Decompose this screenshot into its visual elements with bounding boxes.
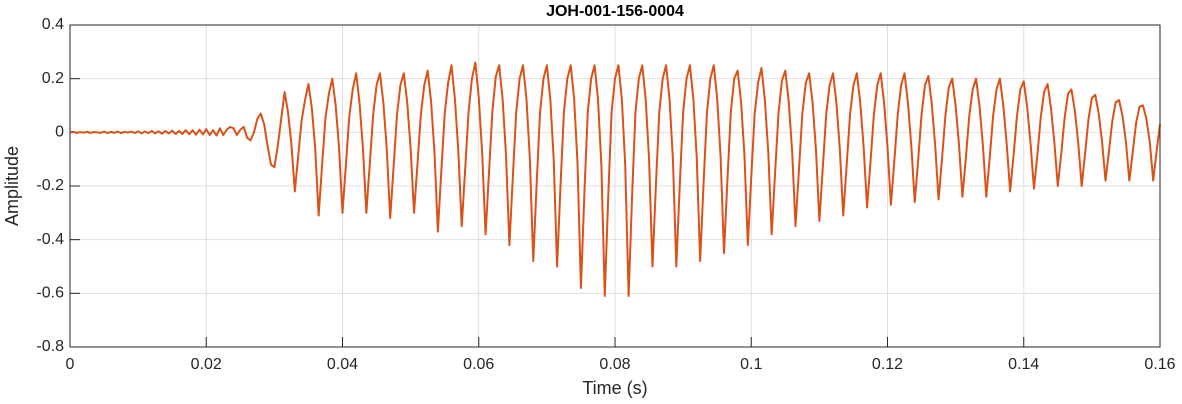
y-tick-label: -0.2 (36, 177, 64, 194)
x-tick-label: 0.1 (740, 356, 762, 373)
x-tick-label: 0.12 (872, 356, 903, 373)
x-tick-label: 0 (66, 356, 75, 373)
x-tick-label: 0.16 (1144, 356, 1175, 373)
y-tick-label: -0.8 (36, 338, 64, 355)
y-tick-label: 0.2 (42, 70, 64, 87)
x-axis-label: Time (s) (582, 378, 647, 398)
x-tick-label: 0.14 (1008, 356, 1039, 373)
y-tick-label: -0.6 (36, 285, 64, 302)
x-tick-label: 0.04 (327, 356, 358, 373)
y-tick-label: -0.4 (36, 231, 64, 248)
x-tick-label: 0.02 (191, 356, 222, 373)
x-tick-label: 0.08 (599, 356, 630, 373)
y-tick-label: 0.4 (42, 16, 64, 33)
y-axis-label: Amplitude (2, 146, 22, 226)
signal-line (69, 61, 1161, 298)
chart-title: JOH-001-156-0004 (546, 3, 684, 20)
axes-box (69, 24, 1161, 348)
y-tick-label: 0 (55, 124, 64, 141)
x-tick-label: 0.06 (463, 356, 494, 373)
